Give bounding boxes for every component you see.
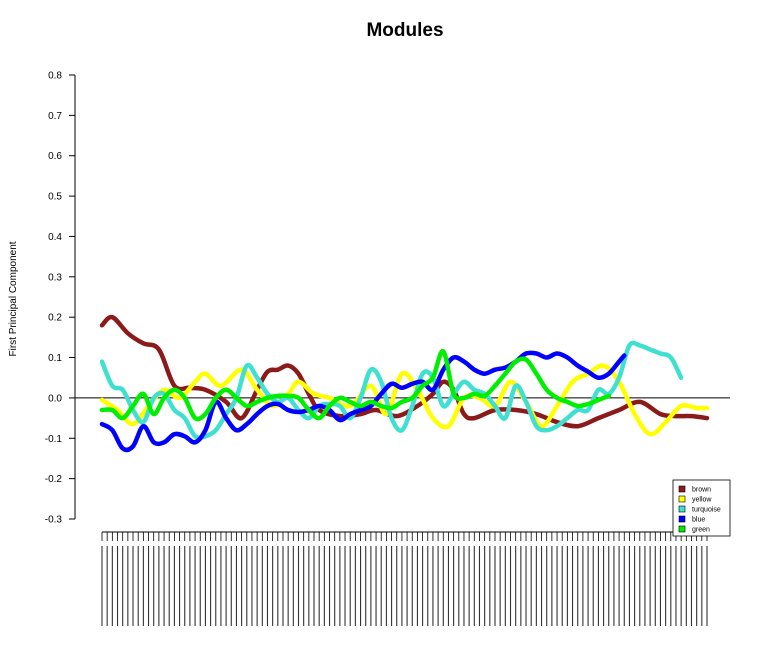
legend-swatch-turquoise <box>678 505 686 513</box>
legend-label-brown: brown <box>692 487 711 494</box>
y-axis-label: First Principal Component <box>8 241 19 356</box>
series-line-blue <box>99 350 627 453</box>
y-tick-label: 0.7 <box>48 111 62 122</box>
legend-label-blue: blue <box>692 517 705 524</box>
legend: brown yellow turquoise blue green <box>672 479 731 537</box>
legend-label-green: green <box>692 527 710 534</box>
legend-swatch-green <box>678 525 686 533</box>
y-axis: -0.3 -0.2 -0.1 0.0 0.1 0.2 0.3 0.4 0.5 0.6 0.7 0.8 <box>45 71 76 526</box>
y-tick-label: 0.0 <box>48 393 62 404</box>
series-line-brown <box>99 314 710 429</box>
y-tick-label: -0.1 <box>45 434 63 445</box>
legend-label-turquoise: turquoise <box>692 507 721 514</box>
x-axis <box>101 531 708 626</box>
y-tick-label: 0.5 <box>48 192 62 203</box>
series-line-green <box>99 349 612 422</box>
y-tick-label: -0.3 <box>45 515 63 526</box>
y-tick-label: 0.2 <box>48 313 62 324</box>
y-tick-label: 0.3 <box>48 272 62 283</box>
y-tick-label: 0.6 <box>48 151 62 162</box>
legend-label-yellow: yellow <box>692 497 712 504</box>
y-tick-label: 0.4 <box>48 232 62 243</box>
series-layer <box>99 314 710 453</box>
y-tick-label: -0.2 <box>45 474 63 485</box>
legend-swatch-blue <box>678 515 686 523</box>
y-tick-label: 0.1 <box>48 353 62 364</box>
chart-title: Modules <box>366 20 443 41</box>
legend-swatch-brown <box>678 485 686 493</box>
legend-swatch-yellow <box>678 495 686 503</box>
y-tick-label: 0.8 <box>48 71 62 82</box>
